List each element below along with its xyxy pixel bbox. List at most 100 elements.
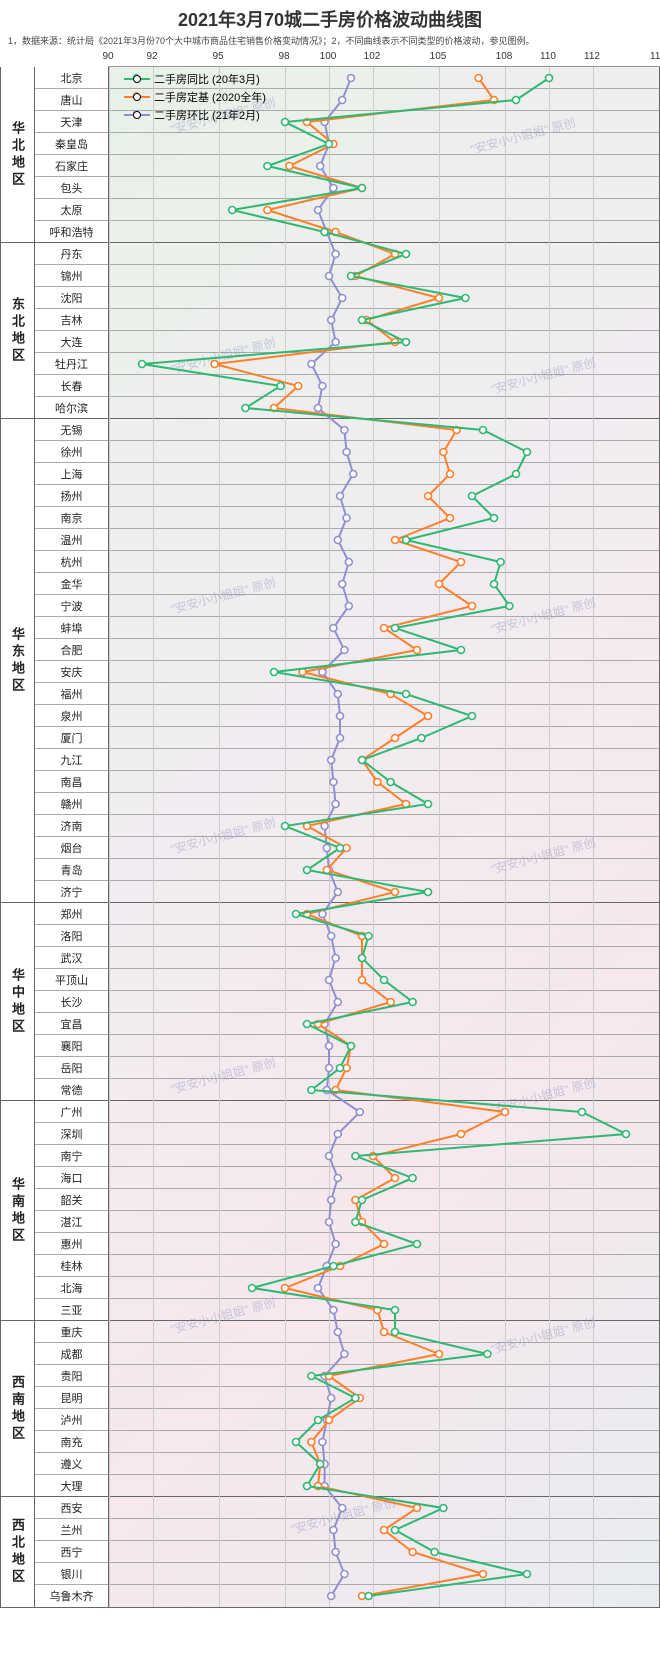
city-label: 南宁 bbox=[35, 1145, 108, 1167]
series-marker-yoy bbox=[352, 1395, 359, 1402]
series-marker-yoy bbox=[348, 1043, 355, 1050]
city-label: 包头 bbox=[35, 177, 108, 199]
city-label: 北京 bbox=[35, 67, 108, 89]
series-marker-mom bbox=[339, 295, 346, 302]
region-label: 西南地区 bbox=[1, 1321, 34, 1497]
legend-item: 二手房同比 (20年3月) bbox=[124, 71, 266, 87]
region-label: 华中地区 bbox=[1, 903, 34, 1101]
series-line-yoy bbox=[142, 78, 626, 1596]
city-label: 西宁 bbox=[35, 1541, 108, 1563]
series-marker-mom bbox=[328, 1395, 335, 1402]
legend-swatch bbox=[124, 110, 150, 120]
region-label: 华北地区 bbox=[1, 67, 34, 243]
series-marker-yoy bbox=[308, 1087, 315, 1094]
legend-item: 二手房环比 (21年2月) bbox=[124, 107, 266, 123]
series-marker-mom bbox=[334, 537, 341, 544]
series-svg bbox=[109, 67, 659, 1607]
city-label: 深圳 bbox=[35, 1123, 108, 1145]
series-marker-yoy bbox=[308, 1373, 315, 1380]
series-marker-base bbox=[359, 977, 366, 984]
series-marker-yoy bbox=[392, 1307, 399, 1314]
series-marker-mom bbox=[308, 361, 315, 368]
city-label: 天津 bbox=[35, 111, 108, 133]
series-marker-base bbox=[264, 207, 271, 214]
city-label: 长春 bbox=[35, 375, 108, 397]
city-label: 扬州 bbox=[35, 485, 108, 507]
series-marker-base bbox=[425, 713, 432, 720]
series-marker-base bbox=[409, 1549, 416, 1556]
series-marker-base bbox=[458, 559, 465, 566]
legend-label: 二手房同比 (20年3月) bbox=[154, 71, 260, 87]
city-label: 南充 bbox=[35, 1431, 108, 1453]
city-label: 厦门 bbox=[35, 727, 108, 749]
series-marker-mom bbox=[341, 1571, 348, 1578]
series-marker-base bbox=[480, 1571, 487, 1578]
series-marker-yoy bbox=[365, 1593, 372, 1600]
series-marker-yoy bbox=[359, 317, 366, 324]
city-column: 北京唐山天津秦皇岛石家庄包头太原呼和浩特丹东锦州沈阳吉林大连牡丹江长春哈尔滨无锡… bbox=[35, 67, 109, 1607]
city-label: 泉州 bbox=[35, 705, 108, 727]
city-label: 湛江 bbox=[35, 1211, 108, 1233]
city-label: 桂林 bbox=[35, 1255, 108, 1277]
series-marker-mom bbox=[332, 1241, 339, 1248]
series-marker-base bbox=[436, 1351, 443, 1358]
city-label: 太原 bbox=[35, 199, 108, 221]
series-marker-mom bbox=[341, 1351, 348, 1358]
series-marker-yoy bbox=[330, 1263, 337, 1270]
city-label: 银川 bbox=[35, 1563, 108, 1585]
series-marker-mom bbox=[332, 955, 339, 962]
series-marker-mom bbox=[332, 251, 339, 258]
series-marker-base bbox=[469, 603, 476, 610]
series-marker-mom bbox=[345, 603, 352, 610]
series-marker-mom bbox=[330, 185, 337, 192]
series-marker-yoy bbox=[304, 1021, 311, 1028]
series-marker-yoy bbox=[304, 867, 311, 874]
series-marker-base bbox=[436, 295, 443, 302]
series-marker-mom bbox=[332, 801, 339, 808]
series-marker-yoy bbox=[623, 1131, 630, 1138]
city-label: 上海 bbox=[35, 463, 108, 485]
series-marker-yoy bbox=[392, 1329, 399, 1336]
series-marker-yoy bbox=[348, 273, 355, 280]
series-marker-yoy bbox=[425, 801, 432, 808]
axis-tick: 90 bbox=[102, 51, 113, 62]
legend-swatch bbox=[124, 74, 150, 84]
series-marker-mom bbox=[334, 889, 341, 896]
series-marker-yoy bbox=[458, 647, 465, 654]
series-marker-base bbox=[392, 889, 399, 896]
series-marker-mom bbox=[326, 977, 333, 984]
chart-container: 2021年3月70城二手房价格波动曲线图 1，数据来源：统计局《2021年3月份… bbox=[0, 0, 660, 1608]
series-marker-base bbox=[414, 647, 421, 654]
city-label: 沈阳 bbox=[35, 287, 108, 309]
series-marker-yoy bbox=[524, 449, 531, 456]
city-label: 成都 bbox=[35, 1343, 108, 1365]
series-marker-mom bbox=[323, 845, 330, 852]
series-marker-mom bbox=[330, 779, 337, 786]
series-marker-yoy bbox=[403, 251, 410, 258]
city-label: 徐州 bbox=[35, 441, 108, 463]
series-marker-yoy bbox=[431, 1549, 438, 1556]
series-marker-mom bbox=[326, 1043, 333, 1050]
series-marker-mom bbox=[332, 339, 339, 346]
legend-swatch bbox=[124, 92, 150, 102]
city-label: 济宁 bbox=[35, 881, 108, 903]
series-marker-base bbox=[440, 449, 447, 456]
series-marker-yoy bbox=[249, 1285, 256, 1292]
legend: 二手房同比 (20年3月)二手房定基 (2020全年)二手房环比 (21年2月) bbox=[124, 71, 266, 125]
city-label: 常德 bbox=[35, 1079, 108, 1101]
series-marker-yoy bbox=[242, 405, 249, 412]
series-marker-yoy bbox=[469, 713, 476, 720]
city-label: 南京 bbox=[35, 507, 108, 529]
city-label: 牡丹江 bbox=[35, 353, 108, 375]
series-marker-mom bbox=[337, 713, 344, 720]
series-marker-yoy bbox=[524, 1571, 531, 1578]
city-label: 泸州 bbox=[35, 1409, 108, 1431]
city-label: 平顶山 bbox=[35, 969, 108, 991]
city-label: 石家庄 bbox=[35, 155, 108, 177]
city-label: 长沙 bbox=[35, 991, 108, 1013]
series-marker-yoy bbox=[381, 977, 388, 984]
city-label: 西安 bbox=[35, 1497, 108, 1519]
series-marker-base bbox=[447, 471, 454, 478]
city-label: 韶关 bbox=[35, 1189, 108, 1211]
legend-label: 二手房环比 (21年2月) bbox=[154, 107, 260, 123]
